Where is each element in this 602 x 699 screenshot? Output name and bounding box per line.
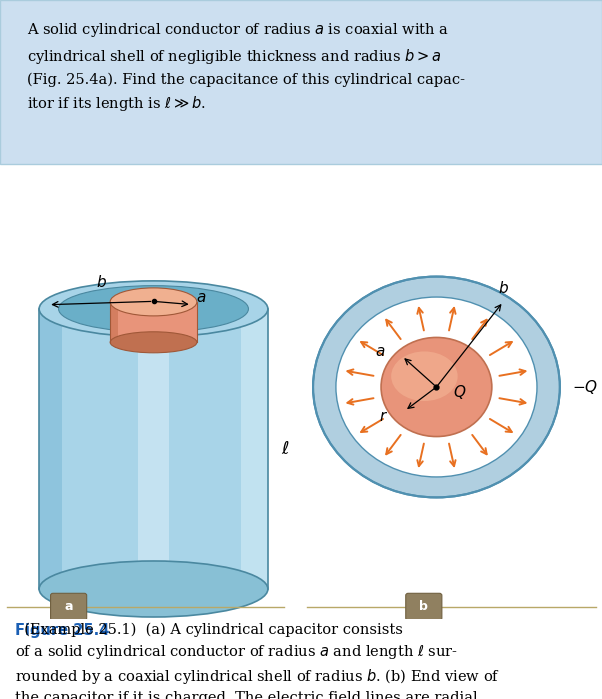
Text: $\ell$: $\ell$	[281, 440, 290, 458]
Polygon shape	[110, 302, 197, 343]
Text: (Example 25.1)  (a) A cylindrical capacitor consists
of a solid cylindrical cond: (Example 25.1) (a) A cylindrical capacit…	[15, 623, 500, 699]
Ellipse shape	[381, 338, 492, 437]
Polygon shape	[39, 309, 268, 589]
FancyBboxPatch shape	[51, 593, 87, 620]
Polygon shape	[110, 302, 118, 343]
Ellipse shape	[39, 281, 268, 337]
Text: a: a	[64, 600, 73, 613]
Text: b: b	[420, 600, 428, 613]
Text: $-Q$: $-Q$	[572, 378, 598, 396]
Ellipse shape	[110, 332, 197, 353]
FancyBboxPatch shape	[406, 593, 442, 620]
Ellipse shape	[58, 286, 249, 332]
Ellipse shape	[336, 297, 537, 477]
Ellipse shape	[110, 288, 197, 316]
Ellipse shape	[313, 277, 560, 498]
Ellipse shape	[391, 352, 458, 401]
FancyBboxPatch shape	[0, 0, 602, 164]
Polygon shape	[241, 309, 268, 589]
Polygon shape	[39, 309, 62, 589]
Text: $a$: $a$	[375, 345, 385, 359]
Text: $a$: $a$	[196, 291, 206, 305]
Text: $b$: $b$	[96, 274, 107, 290]
Text: $Q$: $Q$	[453, 383, 467, 401]
Text: A solid cylindrical conductor of radius $a$ is coaxial with a
cylindrical shell : A solid cylindrical conductor of radius …	[27, 22, 465, 113]
Text: $b$: $b$	[498, 280, 509, 296]
Ellipse shape	[39, 561, 268, 617]
Polygon shape	[138, 309, 169, 589]
Text: $r$: $r$	[379, 410, 388, 424]
Text: Figure 25.4: Figure 25.4	[15, 623, 110, 637]
